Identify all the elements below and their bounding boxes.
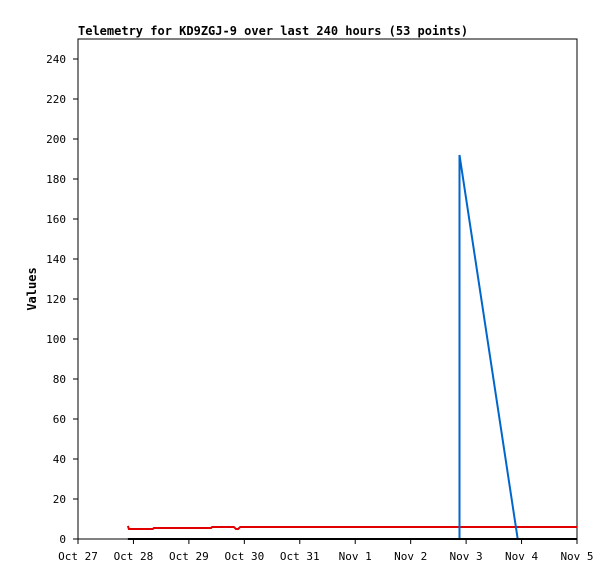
y-tick-label: 240 bbox=[46, 53, 66, 66]
y-axis-label: Values bbox=[25, 267, 39, 310]
x-tick-label: Oct 29 bbox=[169, 550, 209, 563]
series-layer bbox=[126, 154, 577, 540]
series-line-2 bbox=[458, 154, 519, 540]
x-tick-label: Oct 30 bbox=[224, 550, 264, 563]
chart-title: Telemetry for KD9ZGJ-9 over last 240 hou… bbox=[78, 24, 468, 38]
x-tick-label: Oct 27 bbox=[58, 550, 98, 563]
y-tick-label: 40 bbox=[53, 453, 66, 466]
x-tick-label: Nov 4 bbox=[505, 550, 538, 563]
y-tick-label: 140 bbox=[46, 253, 66, 266]
y-tick-label: 200 bbox=[46, 133, 66, 146]
series-line-1 bbox=[126, 525, 577, 530]
x-tick-label: Oct 31 bbox=[280, 550, 320, 563]
x-tick-label: Oct 28 bbox=[114, 550, 154, 563]
y-tick-label: 160 bbox=[46, 213, 66, 226]
x-tick-label: Nov 3 bbox=[450, 550, 483, 563]
x-tick-label: Nov 1 bbox=[339, 550, 372, 563]
y-tick-label: 220 bbox=[46, 93, 66, 106]
x-axis: Oct 27 Oct 28 Oct 29 Oct 30 Oct 31 Nov 1 Nov 2… bbox=[58, 539, 594, 563]
y-tick-label: 100 bbox=[46, 333, 66, 346]
y-axis: 0 20 40 60 80 100 120 140 160 180 200 220 240 bbox=[46, 53, 78, 546]
x-tick-label: Nov 5 bbox=[560, 550, 593, 563]
y-tick-label: 0 bbox=[59, 533, 66, 546]
plot-area bbox=[77, 38, 578, 540]
y-tick-label: 80 bbox=[53, 373, 66, 386]
y-tick-label: 20 bbox=[53, 493, 66, 506]
x-tick-label: Nov 2 bbox=[394, 550, 427, 563]
y-tick-label: 60 bbox=[53, 413, 66, 426]
y-tick-label: 120 bbox=[46, 293, 66, 306]
y-tick-label: 180 bbox=[46, 173, 66, 186]
